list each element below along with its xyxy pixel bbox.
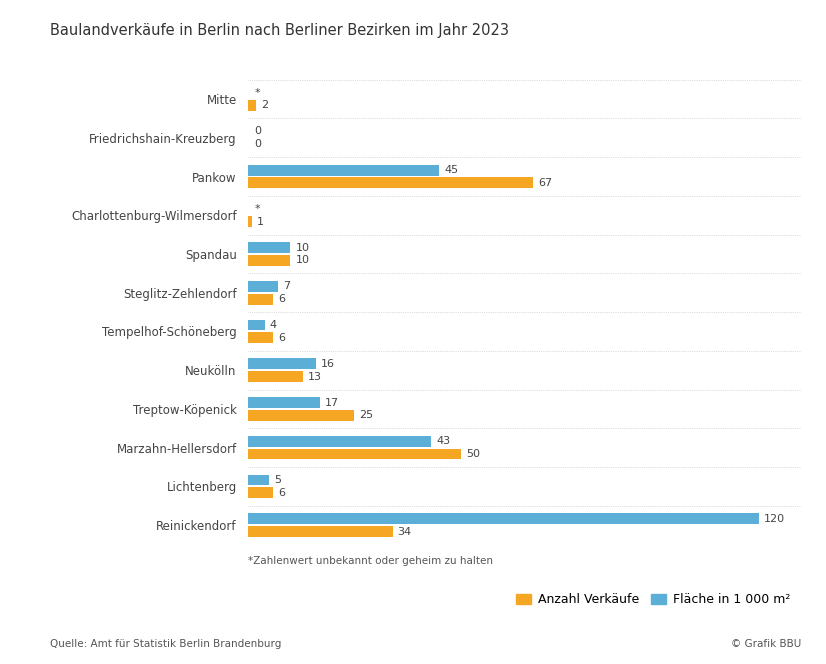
Bar bbox=[248, 487, 273, 498]
Bar bbox=[248, 397, 320, 408]
Bar bbox=[248, 513, 758, 524]
Text: 25: 25 bbox=[359, 410, 373, 420]
Text: 6: 6 bbox=[278, 488, 286, 498]
Text: 6: 6 bbox=[278, 294, 286, 304]
Text: 1: 1 bbox=[257, 216, 264, 226]
Bar bbox=[248, 242, 291, 253]
Text: 67: 67 bbox=[538, 178, 553, 188]
Text: *: * bbox=[254, 88, 260, 98]
Bar bbox=[248, 475, 269, 485]
Bar bbox=[248, 410, 354, 421]
Bar bbox=[248, 177, 533, 189]
Legend: Anzahl Verkäufe, Fläche in 1 000 m²: Anzahl Verkäufe, Fläche in 1 000 m² bbox=[511, 588, 795, 612]
Text: 34: 34 bbox=[397, 527, 412, 537]
Text: 7: 7 bbox=[282, 282, 290, 291]
Bar bbox=[248, 165, 439, 175]
Bar bbox=[248, 371, 303, 382]
Bar bbox=[248, 255, 291, 266]
Text: 10: 10 bbox=[296, 242, 310, 252]
Text: Quelle: Amt für Statistik Berlin Brandenburg: Quelle: Amt für Statistik Berlin Branden… bbox=[50, 639, 281, 649]
Text: 45: 45 bbox=[444, 165, 458, 175]
Text: 16: 16 bbox=[321, 359, 335, 369]
Bar bbox=[248, 293, 273, 305]
Text: 17: 17 bbox=[325, 398, 339, 408]
Bar bbox=[248, 436, 431, 447]
Text: 0: 0 bbox=[254, 139, 261, 149]
Text: 10: 10 bbox=[296, 256, 310, 266]
Bar bbox=[248, 333, 273, 343]
Text: 0: 0 bbox=[254, 126, 261, 136]
Bar bbox=[248, 359, 316, 369]
Bar bbox=[248, 526, 392, 537]
Text: 6: 6 bbox=[278, 333, 286, 343]
Text: 2: 2 bbox=[261, 100, 268, 110]
Text: 5: 5 bbox=[274, 475, 281, 485]
Text: 13: 13 bbox=[308, 372, 322, 382]
Text: 4: 4 bbox=[270, 320, 277, 330]
Text: 50: 50 bbox=[466, 449, 480, 459]
Text: 120: 120 bbox=[764, 514, 785, 524]
Text: 43: 43 bbox=[436, 436, 450, 446]
Bar bbox=[248, 100, 256, 111]
Bar bbox=[248, 216, 252, 227]
Text: *Zahlenwert unbekannt oder geheim zu halten: *Zahlenwert unbekannt oder geheim zu hal… bbox=[248, 556, 493, 566]
Bar bbox=[248, 449, 461, 459]
Text: Baulandverkäufe in Berlin nach Berliner Bezirken im Jahr 2023: Baulandverkäufe in Berlin nach Berliner … bbox=[50, 23, 509, 39]
Bar bbox=[248, 281, 278, 291]
Text: *: * bbox=[254, 204, 260, 214]
Text: © Grafik BBU: © Grafik BBU bbox=[731, 639, 801, 649]
Bar bbox=[248, 319, 265, 331]
